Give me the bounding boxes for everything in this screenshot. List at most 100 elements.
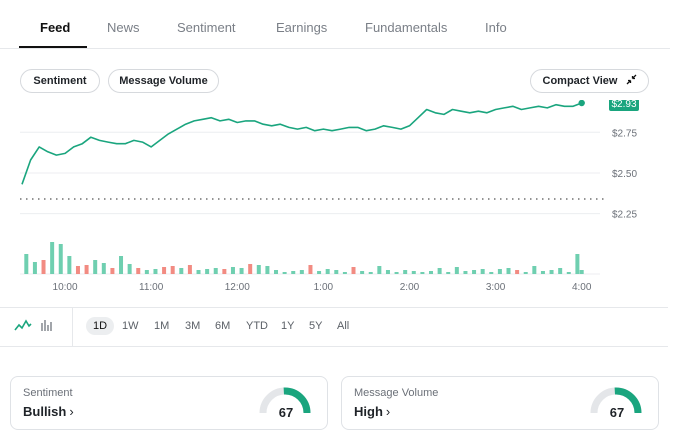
toolbar-bottom-divider [0, 346, 668, 347]
volume-bar [230, 267, 235, 274]
range-5y[interactable]: 5Y [309, 320, 323, 332]
toolbar-separator [72, 308, 73, 346]
range-1y[interactable]: 1Y [281, 320, 295, 332]
volume-bar [213, 268, 218, 274]
active-tab-indicator [19, 46, 87, 48]
volume-bar [549, 270, 554, 274]
last-price-dot [578, 100, 585, 107]
sentiment-card-value: Bullish › [23, 404, 74, 419]
volume-bar [239, 268, 244, 274]
y-tick-label: $2.50 [612, 169, 637, 180]
volume-bar [179, 268, 184, 274]
sentiment-score: 67 [278, 405, 294, 420]
volume-bar [429, 271, 434, 274]
bar-chart-icon[interactable] [40, 319, 54, 336]
volume-bar [170, 266, 175, 274]
volume-bar [411, 271, 416, 274]
sentiment-card[interactable]: Sentiment Bullish › 67 [10, 376, 328, 430]
x-tick-label: 10:00 [53, 282, 78, 293]
volume-bar [394, 272, 399, 274]
message-volume-toggle[interactable]: Message Volume [108, 69, 219, 93]
volume-bar [274, 270, 279, 274]
volume-bar [437, 268, 442, 274]
range-all[interactable]: All [337, 320, 350, 332]
volume-bar [360, 271, 365, 274]
volume-bar [540, 271, 545, 274]
range-1w[interactable]: 1W [122, 320, 139, 332]
volume-bar [32, 262, 37, 274]
volume-bar [84, 265, 89, 274]
range-1d[interactable]: 1D [86, 317, 115, 335]
collapse-arrows-icon [626, 74, 637, 88]
volume-bar [420, 272, 425, 274]
price-series-line [21, 102, 582, 185]
volume-bar [575, 254, 580, 274]
volume-bar [446, 272, 451, 274]
chevron-right-icon: › [385, 404, 391, 419]
volume-bar [351, 267, 356, 274]
volume-bar [50, 242, 55, 274]
volume-bar [256, 265, 261, 274]
volume-bar [136, 268, 141, 274]
price-badge-bg [609, 100, 639, 112]
range-ytd[interactable]: YTD [246, 320, 268, 332]
tab-news[interactable]: News [107, 20, 140, 35]
tab-sentiment[interactable]: Sentiment [177, 20, 236, 35]
volume-bar [187, 265, 192, 274]
message-volume-card[interactable]: Message Volume High › 67 [341, 376, 659, 430]
message-volume-value-text: High [354, 404, 383, 419]
volume-bar [489, 272, 494, 274]
volume-bar [101, 263, 106, 274]
range-1m[interactable]: 1M [154, 320, 170, 332]
volume-bar [58, 244, 63, 274]
volume-bar [153, 269, 158, 274]
x-tick-label: 12:00 [225, 282, 250, 293]
x-tick-label: 3:00 [486, 282, 506, 293]
volume-bar [110, 268, 115, 274]
volume-bar [523, 272, 528, 274]
tab-info[interactable]: Info [485, 20, 507, 35]
chart-gridlines [20, 131, 600, 275]
sentiment-toggle[interactable]: Sentiment [20, 69, 100, 93]
y-axis-ticks: $2.75 $2.50 $2.25 [612, 128, 637, 220]
volume-bar [248, 264, 253, 274]
volume-bar [385, 270, 390, 274]
range-6m[interactable]: 6M [215, 320, 231, 332]
y-tick-label: $2.75 [612, 128, 637, 139]
volume-bar [377, 266, 382, 274]
volume-bar [334, 270, 339, 274]
compact-view-button[interactable]: Compact View [530, 69, 649, 93]
tab-feed[interactable]: Feed [40, 20, 71, 35]
volume-bars [24, 242, 584, 274]
price-line [21, 100, 585, 185]
volume-bar [222, 269, 227, 274]
volume-bar [342, 272, 347, 274]
message-volume-score: 67 [609, 405, 625, 420]
volume-bar [75, 266, 80, 274]
volume-bar [325, 269, 330, 274]
message-volume-gauge [590, 387, 642, 414]
line-chart-icon[interactable] [14, 319, 32, 336]
volume-bar [472, 270, 477, 274]
compact-view-label: Compact View [542, 75, 618, 87]
sentiment-gauge [259, 387, 311, 414]
volume-bar [119, 256, 124, 274]
volume-bar [291, 271, 296, 274]
x-tick-label: 4:00 [572, 282, 592, 293]
chevron-right-icon: › [69, 404, 74, 419]
volume-bar [196, 270, 201, 274]
volume-bar [532, 266, 537, 274]
volume-bar [127, 264, 132, 274]
tab-earnings[interactable]: Earnings [276, 20, 328, 35]
tab-fundamentals[interactable]: Fundamentals [365, 20, 448, 35]
x-axis-ticks: 10:00 11:00 12:00 1:00 2:00 3:00 4:00 [53, 282, 592, 293]
volume-bar [93, 260, 98, 274]
volume-bar [566, 272, 571, 274]
volume-bar [205, 269, 210, 274]
volume-bar [454, 267, 459, 274]
volume-bar [162, 267, 167, 274]
tab-bar: Feed News Sentiment Earnings Fundamental… [0, 0, 670, 49]
range-3m[interactable]: 3M [185, 320, 201, 332]
x-tick-label: 1:00 [314, 282, 334, 293]
volume-bar [515, 270, 520, 274]
